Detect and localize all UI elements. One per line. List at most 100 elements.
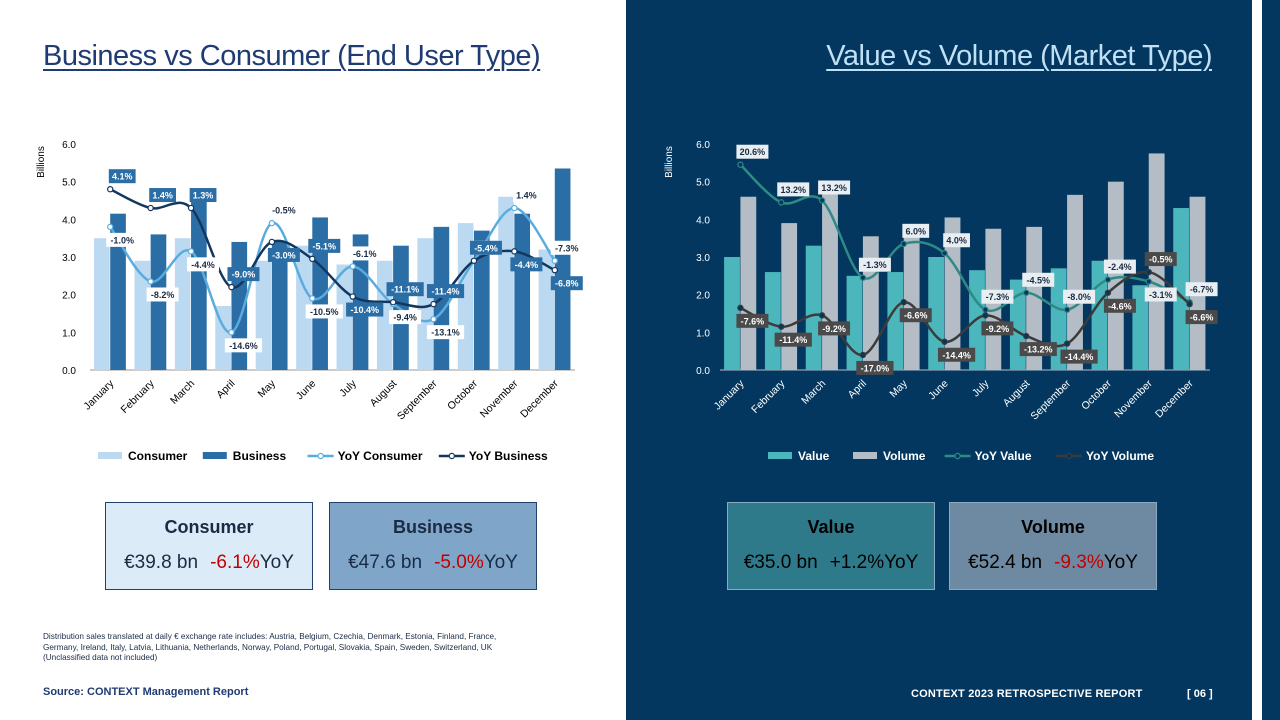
y-tick-label: 6.0 — [62, 140, 76, 151]
data-label-bg — [774, 332, 812, 347]
data-label-bg — [108, 169, 136, 184]
bar-value — [724, 257, 740, 370]
data-label: 1.3% — [193, 191, 214, 201]
data-label-bg — [267, 203, 300, 218]
legend-label: Volume — [883, 449, 926, 463]
data-label-bg — [1185, 310, 1218, 325]
legend-label: YoY Business — [469, 449, 548, 463]
data-label: -9.0% — [232, 270, 256, 280]
y-tick-label: 5.0 — [62, 178, 76, 189]
box-yoy: -9.3% — [1054, 552, 1104, 573]
legend-label: YoY Value — [975, 449, 1032, 463]
page-number: [ 06 ] — [1187, 688, 1213, 700]
point-yoy-consumer — [551, 257, 558, 264]
consumer-summary-box: Consumer €39.8 bn -6.1%YoY — [105, 502, 313, 590]
data-label: 4.0% — [946, 236, 967, 246]
bar-volume — [1026, 226, 1043, 370]
bar-consumer — [134, 260, 151, 370]
data-label: -1.3% — [863, 260, 887, 270]
legend-swatch — [202, 452, 227, 459]
data-label-bg — [1060, 349, 1098, 364]
value-summary-box: Value €35.0 bn +1.2%YoY — [727, 502, 935, 590]
bar-consumer — [174, 238, 191, 370]
bar-business — [271, 241, 288, 370]
data-label-bg — [1144, 287, 1177, 302]
data-label: -14.4% — [942, 350, 971, 360]
legend-label: Consumer — [128, 449, 188, 463]
box-title: Value — [807, 517, 855, 537]
data-label: -13.1% — [431, 328, 460, 338]
data-label: -6.6% — [904, 311, 928, 321]
bar-consumer — [336, 264, 353, 370]
box-title: Business — [392, 517, 474, 537]
legend-marker — [1065, 452, 1073, 460]
point-yoy-volume — [941, 338, 948, 345]
box-title: Volume — [1021, 517, 1085, 537]
box-suffix: YoY — [259, 552, 294, 573]
data-label-bg — [386, 282, 424, 297]
country-note: Distribution sales translated at daily €… — [43, 632, 497, 662]
data-label: -4.5% — [1026, 275, 1050, 285]
box-suffix: YoY — [1103, 552, 1138, 573]
data-label-bg — [899, 308, 932, 323]
point-yoy-value — [900, 240, 907, 248]
data-label-bg — [858, 257, 891, 272]
data-label-bg — [1019, 342, 1057, 357]
data-label: -1.0% — [110, 235, 134, 245]
data-label-bg — [1063, 289, 1096, 304]
legend-label: YoY Volume — [1086, 449, 1154, 463]
data-label: 1.4% — [516, 191, 537, 201]
point-yoy-consumer — [511, 204, 518, 212]
x-tick-label: May — [887, 377, 910, 400]
point-yoy-consumer — [349, 263, 356, 270]
box-title: Consumer — [164, 517, 254, 537]
y-axis-label: Billions — [664, 146, 675, 178]
data-label-bg — [736, 313, 769, 328]
data-label: -3.0% — [272, 250, 296, 260]
data-label: -14.6% — [229, 341, 258, 351]
point-yoy-business — [389, 299, 397, 306]
point-yoy-business — [349, 293, 356, 300]
point-yoy-value — [1104, 276, 1112, 283]
legend-marker — [954, 452, 961, 460]
y-tick-label: 4.0 — [696, 215, 710, 226]
point-yoy-volume — [1145, 268, 1152, 276]
x-tick-label: April — [846, 378, 869, 401]
data-label: -8.0% — [1067, 292, 1091, 302]
data-label-bg — [308, 238, 341, 253]
data-label-bg — [149, 188, 177, 203]
point-yoy-business — [107, 185, 114, 193]
x-tick-label: August — [1001, 378, 1033, 410]
y-axis-label: Billions — [36, 146, 47, 178]
x-tick-label: November — [1112, 377, 1155, 420]
data-label: -0.5% — [272, 206, 296, 216]
data-label: -14.4% — [1065, 352, 1094, 362]
box-suffix: YoY — [483, 552, 518, 573]
data-label: -3.1% — [1149, 290, 1173, 300]
data-label-bg — [943, 233, 970, 248]
point-yoy-business — [511, 248, 518, 255]
data-label-bg — [512, 188, 540, 203]
data-label-bg — [856, 360, 894, 375]
data-label-bg — [510, 257, 543, 272]
x-tick-label: December — [1153, 377, 1196, 420]
data-label-bg — [348, 246, 381, 261]
box-yoy: +1.2% — [829, 552, 885, 573]
point-yoy-value — [737, 161, 744, 168]
value-volume-chart: Billions 0.0 1.0 2.0 3.0 4.0 5.0 6.0 January Febr… — [664, 140, 1218, 463]
bar-volume — [1107, 181, 1124, 370]
data-label-bg — [981, 289, 1014, 304]
data-label-bg — [1103, 259, 1136, 274]
legend-label: YoY Consumer — [338, 449, 423, 463]
bar-value — [887, 272, 904, 370]
x-tick-label: January — [712, 377, 747, 412]
x-tick-label: March — [799, 378, 828, 407]
data-label-bg — [1185, 282, 1218, 297]
legend-swatch — [768, 452, 792, 459]
data-label: 13.2% — [821, 183, 847, 193]
data-label-bg — [224, 338, 263, 353]
point-yoy-value — [982, 306, 989, 313]
point-yoy-consumer — [187, 248, 195, 255]
data-label-bg — [1144, 252, 1177, 267]
